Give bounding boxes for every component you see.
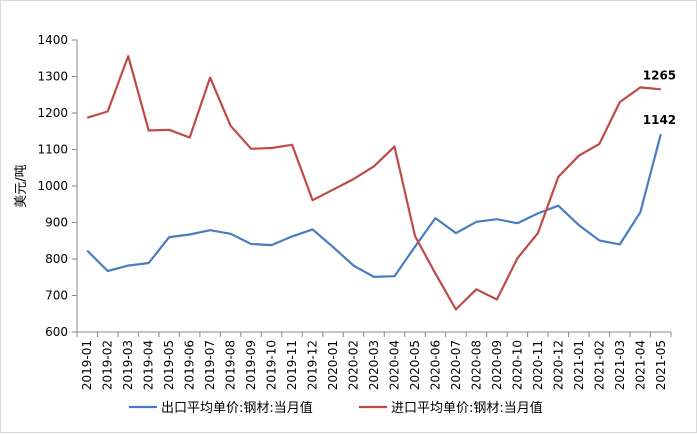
x-tick-label: 2021-02 — [592, 340, 606, 390]
y-axis-title: 美元/吨 — [14, 164, 29, 207]
y-tick-label: 1200 — [37, 106, 68, 120]
x-tick-label: 2020-12 — [551, 340, 565, 390]
x-tick-label: 2020-11 — [531, 340, 545, 390]
x-tick-label: 2019-09 — [244, 340, 258, 390]
x-tick-label: 2019-04 — [142, 340, 156, 390]
y-tick-label: 900 — [45, 216, 68, 230]
x-tick-label: 2020-07 — [449, 340, 463, 390]
legend-label-1: 出口平均单价:钢材:当月值 — [161, 400, 313, 416]
data-label-2: 1265 — [643, 68, 676, 82]
x-tick-label: 2020-10 — [510, 340, 524, 390]
y-tick-label: 800 — [45, 252, 68, 266]
y-tick-label: 700 — [45, 289, 68, 303]
x-tick-label: 2019-08 — [224, 340, 238, 390]
x-tick-label: 2019-01 — [80, 340, 94, 390]
x-tick-label: 2019-03 — [121, 340, 135, 390]
y-tick-label: 1300 — [37, 70, 68, 84]
x-tick-label: 2019-06 — [183, 340, 197, 390]
x-tick-label: 2020-01 — [326, 340, 340, 390]
x-tick-label: 2019-12 — [306, 340, 320, 390]
y-tick-label: 1100 — [37, 143, 68, 157]
series-line-2 — [86, 54, 661, 311]
x-tick-label: 2020-05 — [408, 340, 422, 390]
x-tick-label: 2019-02 — [101, 340, 115, 390]
x-tick-label: 2019-11 — [285, 340, 299, 390]
x-tick-label: 2020-06 — [428, 340, 442, 390]
data-label-1: 1142 — [643, 113, 676, 127]
x-tick-label: 2021-04 — [633, 340, 647, 390]
x-tick-label: 2020-02 — [347, 340, 361, 390]
y-tick-label: 1400 — [37, 33, 68, 47]
x-tick-label: 2021-03 — [613, 340, 627, 390]
y-tick-label: 1000 — [37, 179, 68, 193]
x-tick-label: 2019-07 — [203, 340, 217, 390]
series-line-1 — [86, 133, 662, 278]
x-tick-label: 2020-09 — [490, 340, 504, 390]
legend-label-2: 进口平均单价:钢材:当月值 — [391, 400, 543, 416]
x-tick-label: 2020-04 — [387, 340, 401, 390]
x-tick-label: 2021-01 — [572, 340, 586, 390]
x-tick-label: 2020-08 — [469, 340, 483, 390]
y-tick-label: 600 — [45, 325, 68, 339]
x-tick-label: 2020-03 — [367, 340, 381, 390]
x-tick-label: 2021-05 — [654, 340, 668, 390]
x-tick-label: 2019-10 — [265, 340, 279, 390]
x-tick-label: 2019-05 — [162, 340, 176, 390]
